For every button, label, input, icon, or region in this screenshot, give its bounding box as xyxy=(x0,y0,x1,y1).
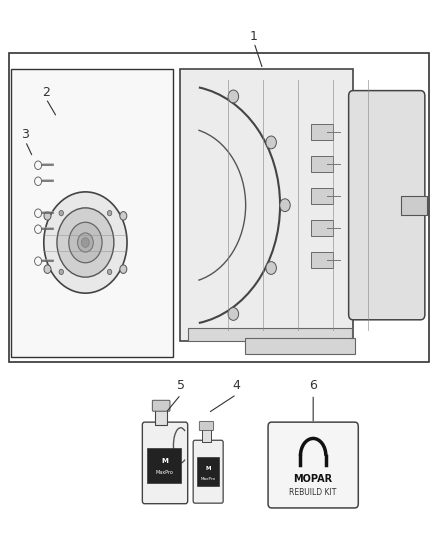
FancyBboxPatch shape xyxy=(155,410,167,425)
Circle shape xyxy=(120,265,127,273)
FancyBboxPatch shape xyxy=(152,400,170,411)
FancyBboxPatch shape xyxy=(11,69,173,357)
FancyBboxPatch shape xyxy=(180,69,353,341)
Circle shape xyxy=(44,265,51,273)
FancyBboxPatch shape xyxy=(197,457,219,486)
FancyBboxPatch shape xyxy=(9,53,429,362)
Circle shape xyxy=(266,136,276,149)
Circle shape xyxy=(44,212,51,220)
FancyBboxPatch shape xyxy=(311,220,333,236)
Text: M: M xyxy=(205,466,211,471)
Text: REBUILD KIT: REBUILD KIT xyxy=(290,488,337,497)
Text: 4: 4 xyxy=(233,379,240,392)
Circle shape xyxy=(69,222,102,263)
Circle shape xyxy=(266,262,276,274)
Bar xyxy=(401,196,427,215)
FancyBboxPatch shape xyxy=(311,124,333,140)
FancyBboxPatch shape xyxy=(311,156,333,172)
Circle shape xyxy=(107,211,112,216)
Text: 5: 5 xyxy=(177,379,185,392)
Circle shape xyxy=(81,238,89,247)
FancyBboxPatch shape xyxy=(147,448,180,483)
Circle shape xyxy=(228,90,239,103)
Text: M: M xyxy=(161,458,168,464)
FancyBboxPatch shape xyxy=(193,440,223,503)
FancyBboxPatch shape xyxy=(142,422,187,504)
Text: 6: 6 xyxy=(309,379,317,392)
FancyBboxPatch shape xyxy=(311,252,333,268)
FancyBboxPatch shape xyxy=(311,188,333,204)
Circle shape xyxy=(78,233,93,252)
FancyBboxPatch shape xyxy=(268,422,358,508)
FancyBboxPatch shape xyxy=(245,338,355,354)
Circle shape xyxy=(44,192,127,293)
Circle shape xyxy=(120,212,127,220)
FancyBboxPatch shape xyxy=(349,91,425,320)
Circle shape xyxy=(107,269,112,274)
Text: 2: 2 xyxy=(42,86,50,99)
Text: MaxPro: MaxPro xyxy=(156,471,174,475)
FancyBboxPatch shape xyxy=(199,422,214,431)
Text: 1: 1 xyxy=(250,30,258,43)
Text: 3: 3 xyxy=(21,128,29,141)
Circle shape xyxy=(228,308,239,320)
Circle shape xyxy=(57,208,114,277)
Text: MOPAR: MOPAR xyxy=(293,474,333,484)
Circle shape xyxy=(280,199,290,212)
FancyBboxPatch shape xyxy=(202,430,211,442)
FancyBboxPatch shape xyxy=(188,328,352,341)
Circle shape xyxy=(59,211,64,216)
Circle shape xyxy=(59,269,64,274)
Text: MaxPro: MaxPro xyxy=(201,477,215,481)
